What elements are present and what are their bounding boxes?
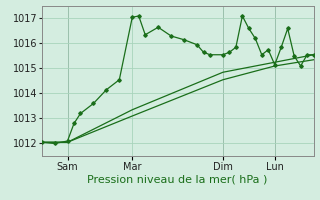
X-axis label: Pression niveau de la mer( hPa ): Pression niveau de la mer( hPa ) bbox=[87, 174, 268, 184]
